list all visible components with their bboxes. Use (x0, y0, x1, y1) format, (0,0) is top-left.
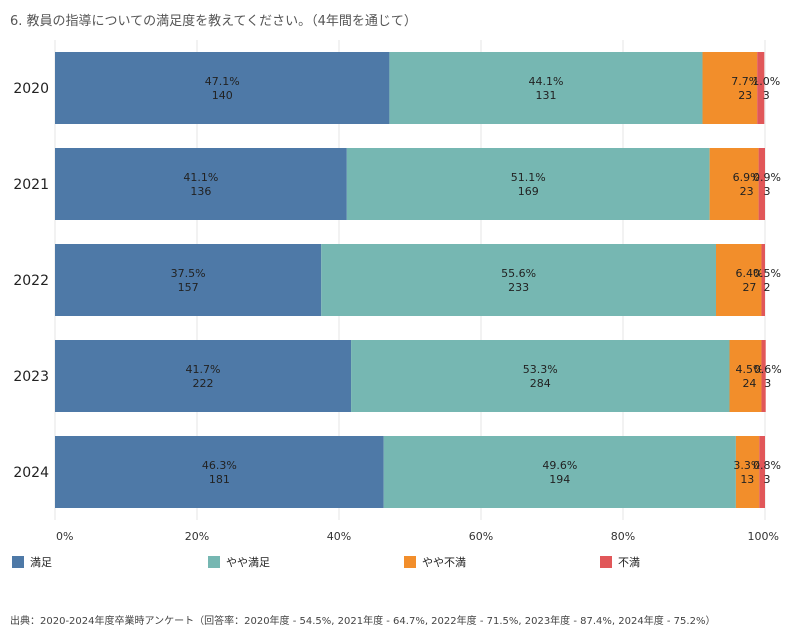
stacked-bar-chart: 0% 20% 40% 60% 80% 100% 2020 47.1%140 44.1%131 7.… (13, 40, 782, 540)
bar-segment (383, 436, 736, 508)
data-label-count: 222 (193, 377, 214, 390)
data-label-count: 169 (518, 185, 539, 198)
data-label-percent: 51.1% (511, 171, 546, 184)
x-tick-label: 80% (611, 530, 635, 540)
bar-segment (761, 340, 766, 412)
data-label-percent: 0.9% (753, 171, 781, 184)
bar-segment (55, 52, 390, 124)
chart-title: 6. 教員の指導についての満足度を教えてください。（4年間を通じて） (10, 14, 417, 29)
category-label: 2022 (13, 273, 49, 289)
data-label-count: 2 (764, 281, 771, 294)
data-label-percent: 3.3% (733, 459, 761, 472)
data-label-count: 27 (742, 281, 756, 294)
legend-item: やや満足 (208, 554, 270, 570)
data-label-percent: 0.8% (753, 459, 781, 472)
bar-segment (757, 52, 765, 124)
data-label-count: 23 (738, 89, 752, 102)
bar-segment (389, 52, 703, 124)
bar-segment (716, 244, 762, 316)
bar-segment (758, 148, 765, 220)
bar-segment (55, 148, 347, 220)
bar-segment (351, 340, 730, 412)
data-label-count: 233 (508, 281, 529, 294)
data-label-percent: 47.1% (205, 75, 240, 88)
bar-segment (735, 436, 760, 508)
bar-segment (759, 436, 765, 508)
bar-segment (709, 148, 759, 220)
data-label-percent: 41.7% (186, 363, 221, 376)
data-label-percent: 53.3% (523, 363, 558, 376)
data-label-percent: 37.5% (171, 267, 206, 280)
source-note: 出典：2020-2024年度卒業時アンケート（回答率：2020年度 - 54.5… (10, 616, 716, 627)
x-tick-label: 0% (56, 530, 73, 540)
data-label-count: 3 (763, 89, 770, 102)
category-label: 2021 (13, 177, 49, 193)
legend-item: 満足 (12, 554, 52, 570)
x-tick-label: 40% (327, 530, 351, 540)
data-label-percent: 44.1% (528, 75, 563, 88)
data-label-percent: 41.1% (183, 171, 218, 184)
legend-swatch (600, 556, 612, 568)
data-label-count: 3 (764, 473, 771, 486)
data-label-count: 194 (549, 473, 570, 486)
category-label: 2024 (13, 465, 49, 481)
data-label-count: 24 (742, 377, 756, 390)
data-label-percent: 6.4% (735, 267, 763, 280)
bar-segment (321, 244, 717, 316)
legend-swatch (404, 556, 416, 568)
x-tick-label: 100% (748, 530, 779, 540)
legend-swatch (208, 556, 220, 568)
data-label-percent: 55.6% (501, 267, 536, 280)
category-label: 2020 (13, 81, 49, 97)
data-label-percent: 46.3% (202, 459, 237, 472)
legend-label: やや不満 (422, 556, 466, 569)
data-label-count: 181 (209, 473, 230, 486)
data-label-count: 284 (530, 377, 551, 390)
data-label-percent: 7.7% (731, 75, 759, 88)
legend-item: 不満 (600, 554, 640, 570)
x-tick-label: 20% (185, 530, 209, 540)
data-label-percent: 0.6% (754, 363, 782, 376)
data-label-percent: 1.0% (752, 75, 780, 88)
data-label-count: 140 (212, 89, 233, 102)
bar-segment (55, 340, 352, 412)
bar-segment (702, 52, 758, 124)
data-label-count: 157 (178, 281, 199, 294)
data-label-count: 3 (764, 377, 771, 390)
data-label-count: 136 (190, 185, 211, 198)
data-label-percent: 0.5% (753, 267, 781, 280)
data-label-percent: 4.5% (735, 363, 763, 376)
data-label-count: 13 (740, 473, 754, 486)
legend-label: 満足 (30, 556, 52, 569)
bar-segment (55, 436, 384, 508)
legend-item: やや不満 (404, 554, 466, 570)
data-label-count: 3 (764, 185, 771, 198)
data-label-percent: 49.6% (542, 459, 577, 472)
data-label-count: 131 (535, 89, 556, 102)
bar-segment (729, 340, 762, 412)
bar-segment (346, 148, 710, 220)
legend: 満足 やや満足 やや不満 不満 (0, 548, 800, 572)
category-label: 2023 (13, 369, 49, 385)
data-label-count: 23 (740, 185, 754, 198)
x-tick-label: 60% (469, 530, 493, 540)
bar-segment (55, 244, 322, 316)
legend-label: やや満足 (226, 556, 270, 569)
legend-swatch (12, 556, 24, 568)
bar-segment (761, 244, 765, 316)
data-label-percent: 6.9% (733, 171, 761, 184)
legend-label: 不満 (618, 556, 640, 569)
